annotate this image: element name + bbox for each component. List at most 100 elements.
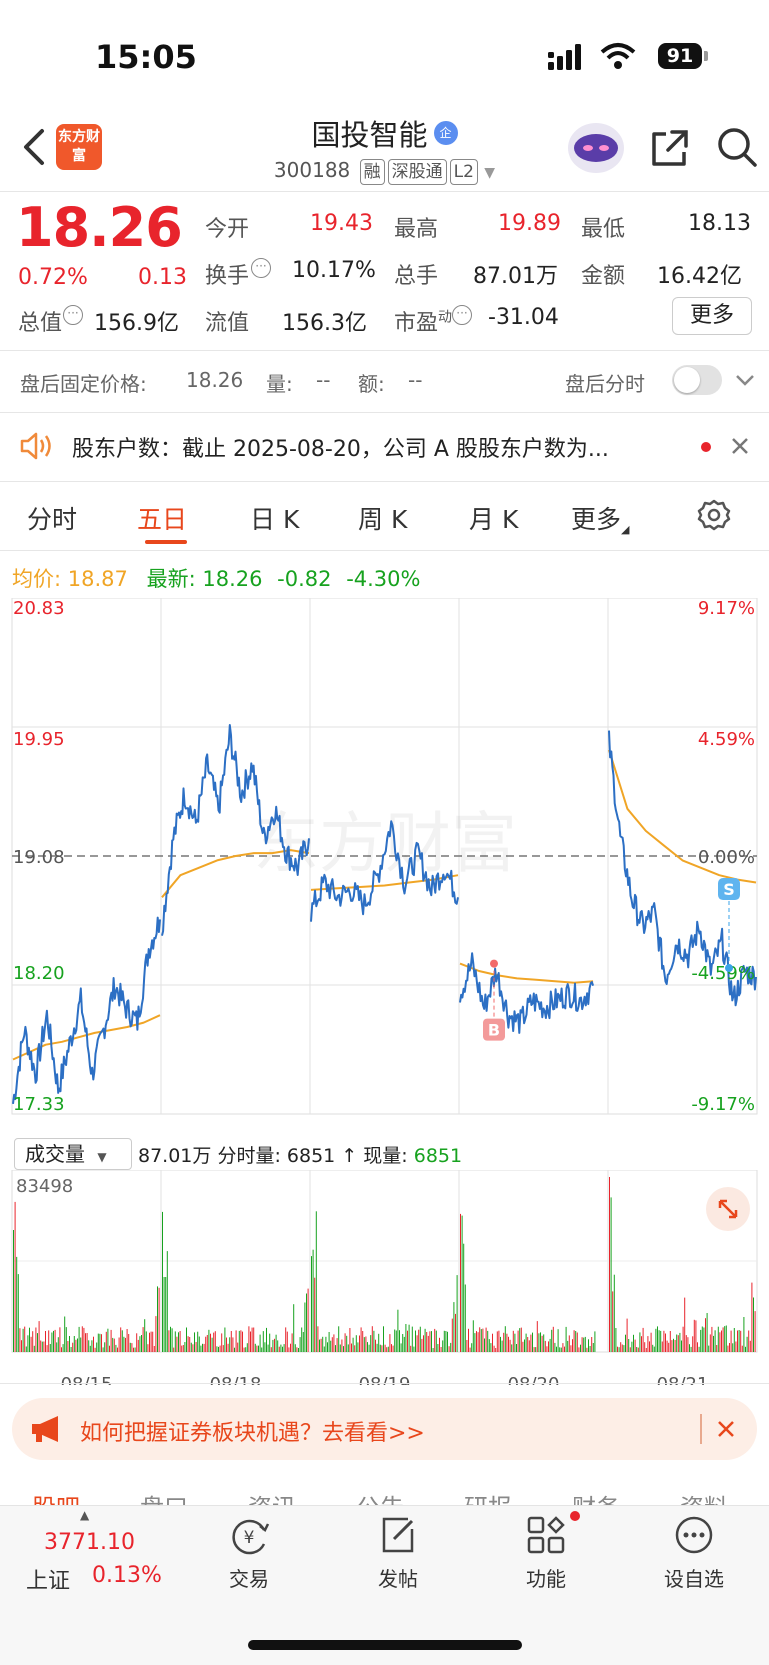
function-grid-icon[interactable] bbox=[526, 1515, 566, 1555]
volume-bar bbox=[461, 1215, 463, 1352]
volume-bar bbox=[141, 1335, 142, 1352]
volume-bar bbox=[652, 1344, 654, 1352]
after-hours-label: 盘后固定价格: bbox=[20, 372, 147, 396]
volume-bar bbox=[166, 1251, 168, 1352]
info-icon[interactable]: ··· bbox=[251, 258, 272, 278]
turnover-value: 10.17% bbox=[292, 258, 376, 283]
tab-weekly-k[interactable]: 周 K bbox=[358, 505, 408, 534]
tab-news[interactable]: 资讯 bbox=[248, 1488, 296, 1506]
volume-bar bbox=[371, 1326, 373, 1352]
volume-bar bbox=[500, 1336, 501, 1352]
assistant-robot-icon[interactable] bbox=[566, 118, 626, 174]
volume-bar bbox=[556, 1346, 557, 1352]
price-line-day-3 bbox=[310, 820, 459, 922]
stock-subtitle[interactable]: 300188 融深股通 L2 ▼ bbox=[0, 158, 769, 185]
trade-yuan-icon[interactable]: ¥ bbox=[228, 1516, 270, 1556]
info-icon[interactable]: ··· bbox=[452, 305, 473, 325]
promo-banner[interactable] bbox=[12, 1398, 757, 1460]
tab-announcements[interactable]: 公告 bbox=[356, 1488, 404, 1506]
mktcap-value: 156.9亿 bbox=[94, 311, 179, 336]
volume-bar bbox=[512, 1330, 514, 1352]
volume-bar bbox=[17, 1274, 19, 1352]
tab-five-day[interactable]: 五日 bbox=[137, 505, 188, 534]
watermark-logo: 东方财富 bbox=[253, 805, 517, 882]
post-edit-icon[interactable] bbox=[378, 1515, 418, 1555]
volume-bar bbox=[99, 1333, 101, 1352]
detail-tabs[interactable]: 股吧 盘口 资讯 公告 研报 财务 资料 bbox=[0, 1478, 769, 1506]
volume-bar bbox=[575, 1331, 577, 1352]
pe-label[interactable]: 市盈动 ··· bbox=[394, 305, 473, 337]
nav-function[interactable]: 功能 bbox=[526, 1567, 566, 1591]
volume-bar bbox=[64, 1316, 66, 1352]
more-button[interactable]: 更多 bbox=[672, 297, 752, 335]
indicator-selector[interactable]: 成交量 ▼ bbox=[14, 1138, 132, 1170]
close-icon[interactable] bbox=[716, 1419, 736, 1439]
volume-bar bbox=[484, 1338, 485, 1352]
indicator-label: 成交量 bbox=[25, 1142, 85, 1166]
volume-bar bbox=[81, 1326, 83, 1352]
nav-trade[interactable]: 交易 bbox=[229, 1567, 269, 1591]
volume-bar bbox=[211, 1337, 213, 1352]
last-price: 18.26 bbox=[16, 196, 183, 259]
tab-orderbook[interactable]: 盘口 bbox=[140, 1488, 188, 1506]
tab-more[interactable]: 更多◢ bbox=[571, 500, 629, 536]
share-icon[interactable] bbox=[650, 128, 690, 168]
volume-bar bbox=[346, 1335, 348, 1352]
info-icon[interactable]: ··· bbox=[63, 305, 84, 325]
volume-bar bbox=[423, 1335, 424, 1352]
volume-bar bbox=[267, 1344, 269, 1352]
close-icon[interactable] bbox=[730, 436, 750, 456]
volume-bar bbox=[477, 1332, 479, 1352]
app-logo[interactable]: 东方财富 bbox=[56, 124, 102, 170]
volume-bar bbox=[205, 1336, 207, 1352]
latest-change-pct: -4.30% bbox=[346, 567, 421, 591]
volume-bar bbox=[105, 1331, 107, 1352]
nav-post[interactable]: 发帖 bbox=[378, 1567, 418, 1591]
tab-daily-k[interactable]: 日 K bbox=[250, 505, 300, 534]
mktcap-label[interactable]: 总值 ··· bbox=[18, 305, 84, 337]
back-icon[interactable] bbox=[18, 125, 52, 169]
volume-chart[interactable]: 83498 08/15 08/18 08/19 08/20 08/21 bbox=[0, 1170, 769, 1385]
volume-bar bbox=[540, 1332, 541, 1352]
tab-monthly-k[interactable]: 月 K bbox=[469, 505, 519, 534]
volume-bar bbox=[681, 1340, 682, 1352]
volume-bar bbox=[716, 1345, 718, 1352]
tab-profile[interactable]: 资料 bbox=[680, 1488, 728, 1506]
promo-text[interactable]: 如何把握证券板块机遇？去看看>> bbox=[80, 1421, 425, 1446]
y-tick-left: 19.95 bbox=[13, 729, 65, 750]
chevron-down-icon[interactable] bbox=[735, 374, 755, 388]
news-ticker-text[interactable]: 股东户数：截止 2025-08-20，公司 A 股股东户数为... bbox=[72, 437, 609, 462]
turnover-label[interactable]: 换手 ··· bbox=[205, 258, 272, 290]
volume-bar bbox=[85, 1333, 86, 1352]
index-value[interactable]: 3771.10 bbox=[44, 1530, 135, 1555]
tab-research[interactable]: 研报 bbox=[464, 1488, 512, 1506]
volume-bar bbox=[551, 1329, 553, 1352]
volume-bar bbox=[594, 1331, 596, 1352]
volume-bar bbox=[482, 1328, 484, 1352]
tab-finance[interactable]: 财务 bbox=[572, 1488, 620, 1506]
volume-bar bbox=[254, 1343, 256, 1352]
volume-bar bbox=[351, 1343, 352, 1352]
volume-bar bbox=[410, 1345, 412, 1352]
volume-bar bbox=[617, 1346, 618, 1352]
expand-chart-button[interactable] bbox=[706, 1187, 750, 1231]
tab-forum[interactable]: 股吧 bbox=[32, 1488, 80, 1506]
nav-add-watchlist[interactable]: 设自选 bbox=[664, 1567, 724, 1591]
index-name[interactable]: 上证 bbox=[26, 1569, 71, 1594]
volume-bar bbox=[144, 1319, 146, 1352]
volume-bar bbox=[689, 1344, 690, 1352]
volume-bar bbox=[471, 1343, 473, 1352]
search-icon[interactable] bbox=[716, 126, 758, 168]
volume-bar bbox=[38, 1321, 40, 1352]
five-day-price-chart[interactable]: 东方财富 20.83 19.95 19.08 18.20 17.33 9.17% 4.59%… bbox=[0, 598, 769, 1138]
volume-bar bbox=[732, 1343, 734, 1352]
volume-bar bbox=[424, 1328, 426, 1352]
index-change[interactable]: 0.13% bbox=[92, 1563, 162, 1588]
volume-bar bbox=[653, 1346, 655, 1352]
gear-icon[interactable] bbox=[697, 498, 731, 532]
tab-timeshare[interactable]: 分时 bbox=[27, 505, 78, 534]
volume-bar bbox=[347, 1344, 349, 1352]
after-hours-amt: -- bbox=[408, 368, 423, 392]
volume-bar bbox=[120, 1327, 122, 1352]
more-dots-icon[interactable] bbox=[674, 1515, 714, 1555]
